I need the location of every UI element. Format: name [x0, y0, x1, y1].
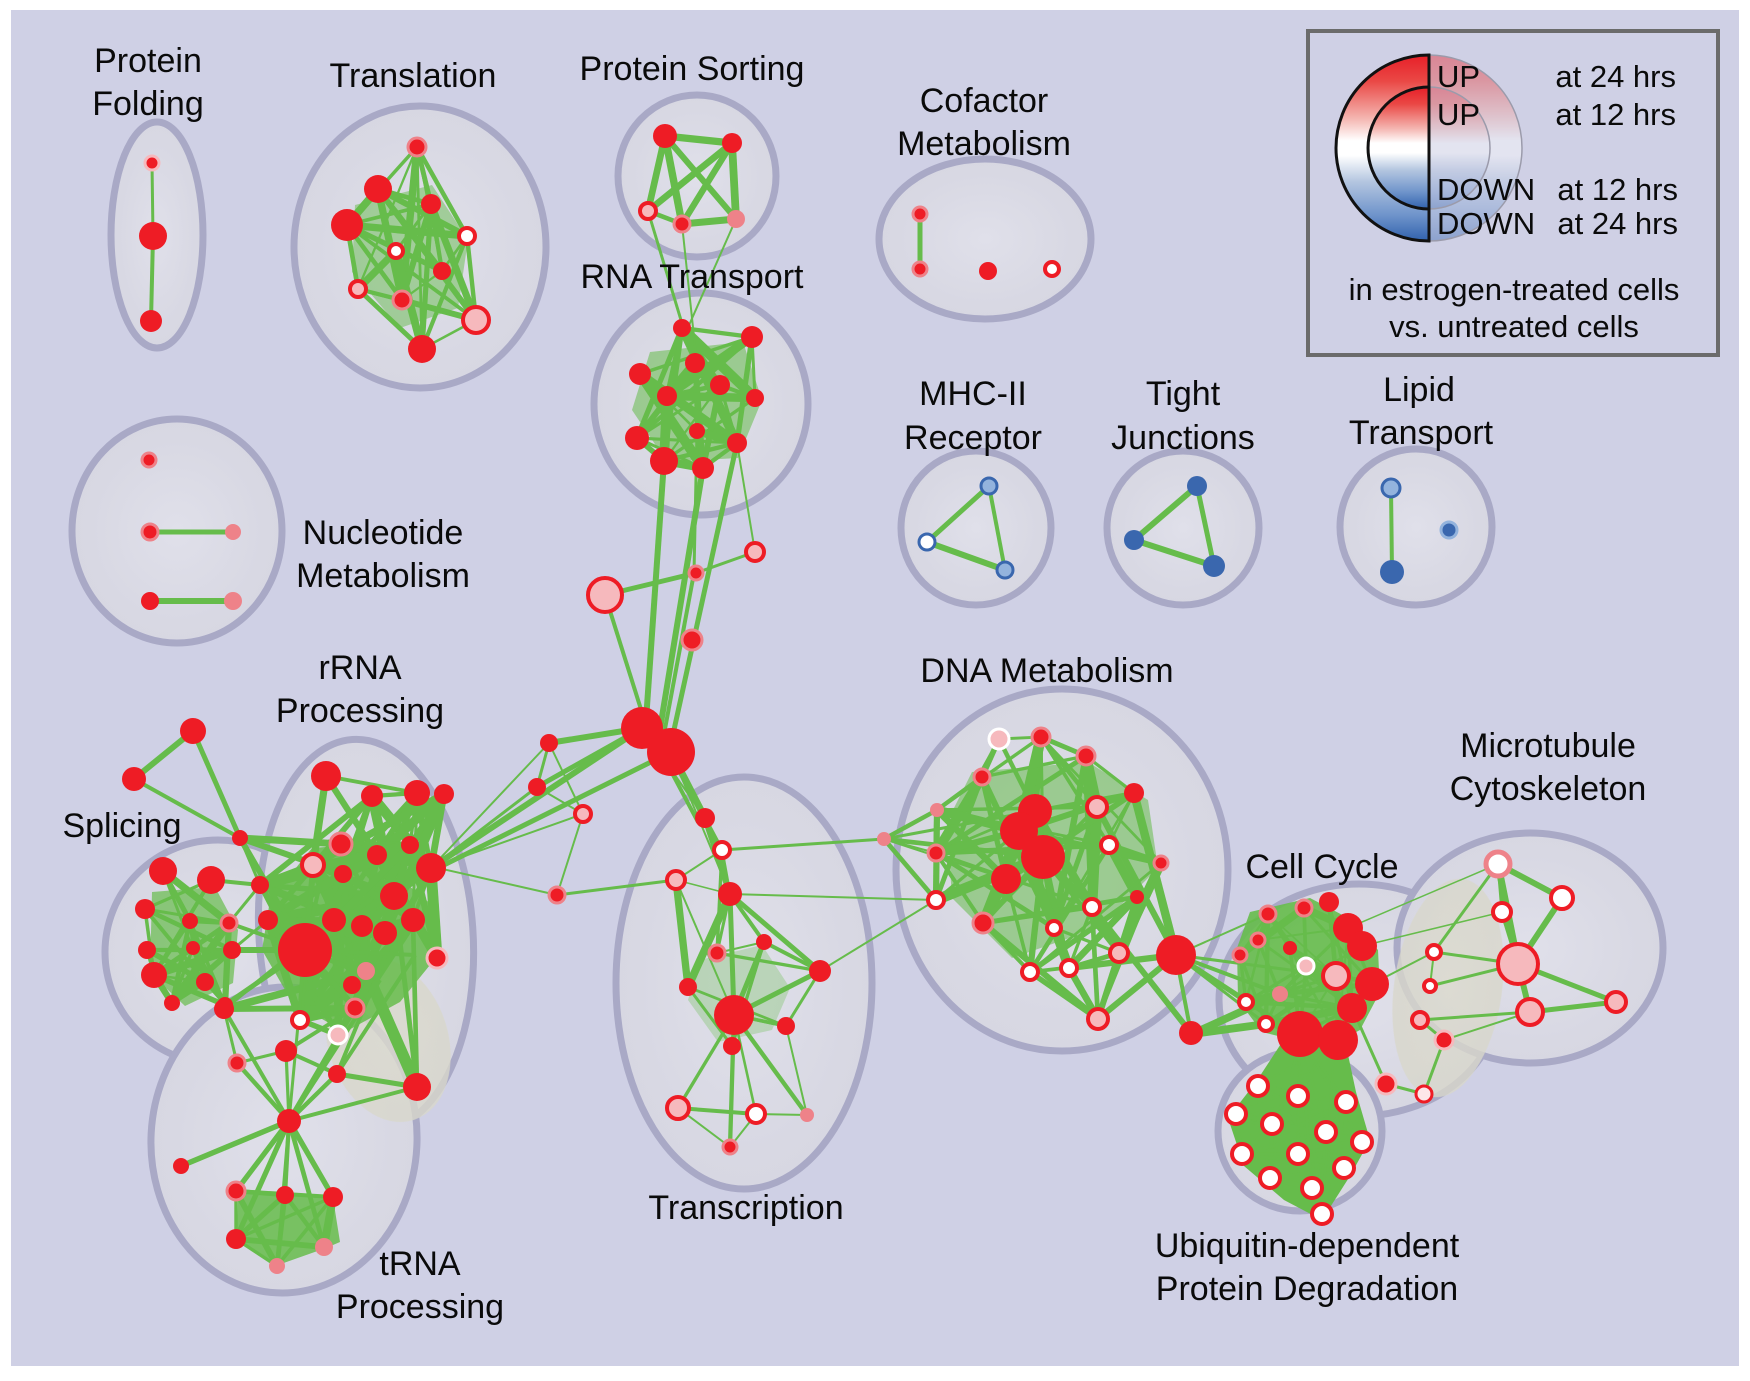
- svg-text:RNA Transport: RNA Transport: [581, 258, 805, 296]
- svg-text:in estrogen-treated cells: in estrogen-treated cells: [1349, 272, 1680, 307]
- svg-text:tRNA: tRNA: [379, 1245, 461, 1283]
- svg-text:Receptor: Receptor: [904, 419, 1042, 457]
- svg-text:UP: UP: [1437, 97, 1480, 132]
- svg-text:at 24 hrs: at 24 hrs: [1555, 59, 1676, 94]
- svg-text:UP: UP: [1437, 59, 1480, 94]
- svg-text:DOWN: DOWN: [1437, 206, 1535, 241]
- svg-text:Transport: Transport: [1349, 414, 1494, 452]
- svg-text:at 12 hrs: at 12 hrs: [1555, 97, 1676, 132]
- svg-text:DNA Metabolism: DNA Metabolism: [920, 652, 1173, 690]
- svg-text:Processing: Processing: [336, 1288, 504, 1326]
- svg-text:at 24 hrs: at 24 hrs: [1557, 206, 1678, 241]
- svg-text:Metabolism: Metabolism: [296, 557, 470, 595]
- svg-text:Cell Cycle: Cell Cycle: [1245, 848, 1398, 886]
- svg-text:Transcription: Transcription: [648, 1189, 843, 1227]
- svg-text:rRNA: rRNA: [318, 649, 401, 687]
- svg-text:Folding: Folding: [92, 85, 204, 123]
- svg-text:Microtubule: Microtubule: [1460, 727, 1636, 765]
- svg-text:DOWN: DOWN: [1437, 172, 1535, 207]
- svg-text:Processing: Processing: [276, 692, 444, 730]
- svg-text:Tight: Tight: [1146, 375, 1221, 413]
- svg-text:Cytoskeleton: Cytoskeleton: [1450, 770, 1647, 808]
- svg-text:Lipid: Lipid: [1383, 371, 1455, 409]
- svg-text:Splicing: Splicing: [62, 807, 181, 845]
- svg-text:MHC-II: MHC-II: [919, 375, 1027, 413]
- svg-text:Metabolism: Metabolism: [897, 125, 1071, 163]
- svg-text:vs. untreated cells: vs. untreated cells: [1389, 309, 1639, 344]
- svg-text:Nucleotide: Nucleotide: [303, 514, 464, 552]
- svg-text:Cofactor: Cofactor: [920, 82, 1049, 120]
- svg-text:Protein Degradation: Protein Degradation: [1156, 1270, 1458, 1308]
- svg-text:Translation: Translation: [330, 57, 497, 95]
- svg-text:Junctions: Junctions: [1111, 419, 1255, 457]
- svg-text:at 12 hrs: at 12 hrs: [1557, 172, 1678, 207]
- svg-text:Protein: Protein: [94, 42, 202, 80]
- svg-text:Protein Sorting: Protein Sorting: [580, 50, 805, 88]
- svg-text:Ubiquitin-dependent: Ubiquitin-dependent: [1155, 1227, 1460, 1265]
